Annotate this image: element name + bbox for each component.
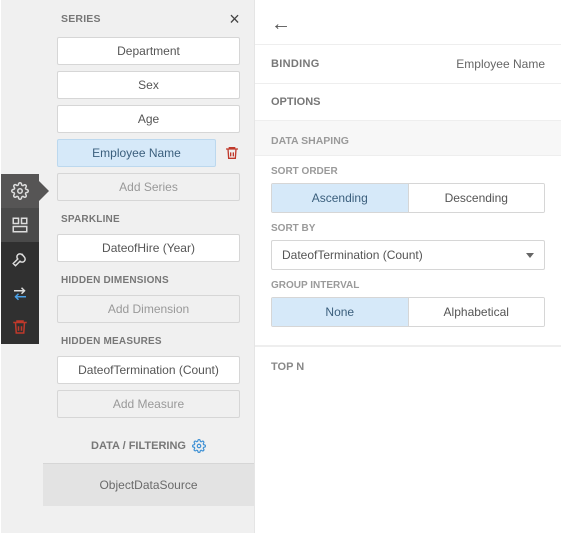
app-root: SERIES × Department Sex Age Employee Nam… [0, 0, 561, 533]
options-row[interactable]: OPTIONS [255, 84, 561, 121]
hidden-dimensions-label: HIDDEN DIMENSIONS [61, 275, 169, 286]
add-series-button[interactable]: Add Series [57, 173, 240, 201]
sort-by-label: SORT BY [255, 213, 561, 240]
top-n-row[interactable]: TOP N [255, 346, 561, 387]
right-panel: ← BINDING Employee Name OPTIONS DATA SHA… [255, 0, 561, 533]
toolbar-active-pointer [39, 181, 49, 201]
sparkline-item[interactable]: DateofHire (Year) [57, 234, 240, 262]
left-panel: SERIES × Department Sex Age Employee Nam… [1, 0, 255, 533]
remove-series-icon[interactable] [224, 145, 240, 161]
hidden-measures-label: HIDDEN MEASURES [61, 336, 162, 347]
sort-by-value: DateofTermination (Count) [282, 248, 423, 262]
data-shaping-header: DATA SHAPING [255, 121, 561, 156]
hidden-dimensions-header: HIDDEN DIMENSIONS [43, 265, 254, 292]
sparkline-header: SPARKLINE [43, 204, 254, 231]
series-item-department[interactable]: Department [57, 37, 240, 65]
sparkline-label: SPARKLINE [61, 214, 120, 225]
series-item-sex[interactable]: Sex [57, 71, 240, 99]
chevron-down-icon [526, 253, 534, 258]
gear-icon[interactable] [1, 174, 39, 208]
binding-value: Employee Name [456, 57, 545, 71]
add-dimension-button[interactable]: Add Dimension [57, 295, 240, 323]
wrench-icon[interactable] [1, 242, 39, 276]
sort-order-label: SORT ORDER [255, 156, 561, 183]
layout-icon[interactable] [1, 208, 39, 242]
group-interval-alphabetical[interactable]: Alphabetical [408, 298, 545, 326]
binding-row[interactable]: BINDING Employee Name [255, 44, 561, 84]
sort-order-segmented: Ascending Descending [271, 183, 545, 213]
series-label: SERIES [61, 13, 101, 25]
data-filtering-footer[interactable]: DATA / FILTERING [43, 431, 254, 463]
series-header: SERIES × [43, 6, 254, 34]
binding-label: BINDING [271, 58, 320, 70]
add-measure-button[interactable]: Add Measure [57, 390, 240, 418]
datasource-row[interactable]: ObjectDataSource [43, 463, 254, 506]
back-arrow-icon[interactable]: ← [271, 13, 291, 35]
gear-icon [192, 439, 206, 453]
hidden-measure-item[interactable]: DateofTermination (Count) [57, 356, 240, 384]
group-interval-none[interactable]: None [272, 298, 408, 326]
data-filtering-label: DATA / FILTERING [91, 440, 186, 452]
series-item-employee-name[interactable]: Employee Name [57, 139, 216, 167]
series-item-age[interactable]: Age [57, 105, 240, 133]
sort-by-dropdown[interactable]: DateofTermination (Count) [271, 240, 545, 270]
swap-icon[interactable] [1, 276, 39, 310]
sort-order-ascending[interactable]: Ascending [272, 184, 408, 212]
back-row: ← [255, 0, 561, 44]
group-interval-segmented: None Alphabetical [271, 297, 545, 327]
vertical-toolbar [1, 174, 39, 344]
delete-icon[interactable] [1, 310, 39, 344]
sort-order-descending[interactable]: Descending [408, 184, 545, 212]
close-icon[interactable]: × [229, 10, 240, 28]
group-interval-label: GROUP INTERVAL [255, 270, 561, 297]
hidden-measures-header: HIDDEN MEASURES [43, 326, 254, 353]
